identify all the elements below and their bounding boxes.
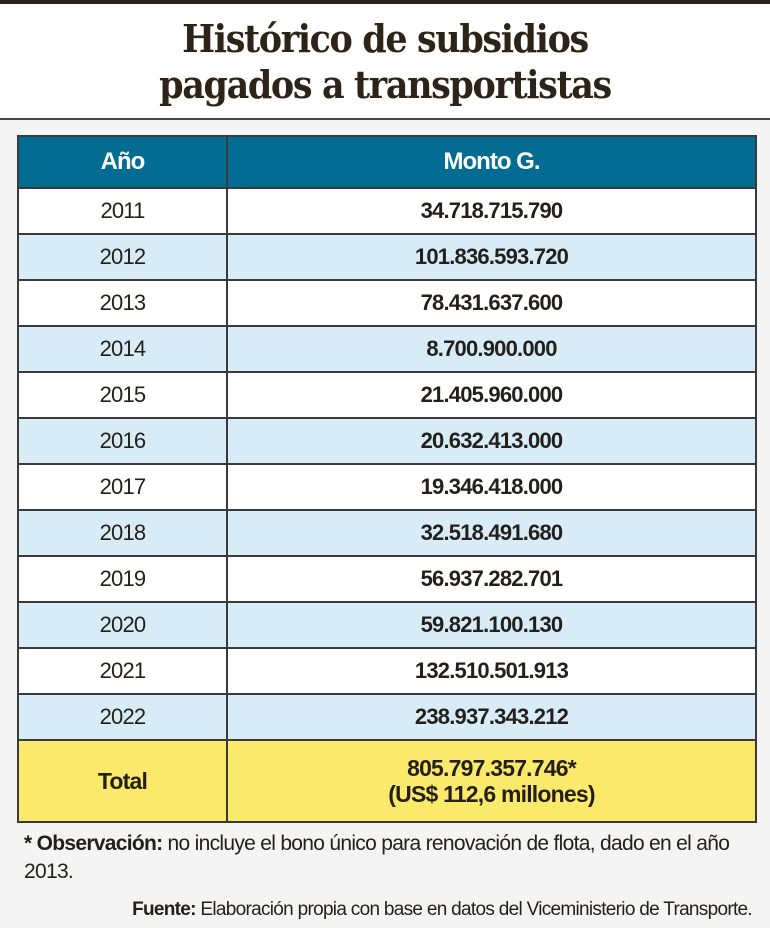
table-row: 2018 32.518.491.680 [17, 509, 757, 557]
amount-cell: 8.700.900.000 [226, 325, 757, 373]
amount-cell: 19.346.418.000 [226, 463, 757, 511]
source-label: Fuente: [132, 899, 196, 920]
amount-cell: 132.510.501.913 [226, 647, 757, 695]
table-row: 2021 132.510.501.913 [17, 647, 757, 695]
total-amount-cell: 805.797.357.746* (US$ 112,6 millones) [226, 739, 757, 823]
title-line-2: pagados a transportistas [159, 62, 612, 107]
total-label: Total [17, 739, 228, 823]
title-block: Histórico de subsidios pagados a transpo… [0, 4, 770, 120]
amount-cell: 34.718.715.790 [226, 187, 757, 235]
year-cell: 2011 [17, 187, 228, 235]
total-usd: (US$ 112,6 millones) [388, 781, 595, 807]
table-row: 2014 8.700.900.000 [17, 325, 757, 373]
table-row: 2020 59.821.100.130 [17, 601, 757, 649]
note-text: no incluye el bono único para renovación… [24, 832, 730, 883]
year-cell: 2022 [17, 693, 228, 741]
total-amount: 805.797.357.746* [407, 755, 577, 781]
observation-note: * Observación: no incluye el bono único … [24, 830, 754, 886]
amount-cell: 238.937.343.212 [226, 693, 757, 741]
table-row: 2022 238.937.343.212 [17, 693, 757, 741]
amount-cell: 21.405.960.000 [226, 371, 757, 419]
title-line-1: Histórico de subsidios [182, 16, 589, 61]
table-row: 2012 101.836.593.720 [17, 233, 757, 281]
table-row: 2019 56.937.282.701 [17, 555, 757, 603]
table-row: 2011 34.718.715.790 [17, 187, 757, 235]
header-amount: Monto G. [226, 135, 757, 189]
note-label: * Observación: [24, 832, 163, 855]
top-rule [0, 0, 770, 4]
total-row: Total 805.797.357.746* (US$ 112,6 millones… [17, 739, 757, 823]
source-note: Fuente: Elaboración propia con base en d… [132, 899, 753, 921]
year-cell: 2015 [17, 371, 228, 419]
table-row: 2015 21.405.960.000 [17, 371, 757, 419]
subsidies-table: Año Monto G. 2011 34.718.715.790 2012 101.8… [17, 135, 757, 823]
year-cell: 2016 [17, 417, 228, 465]
year-cell: 2012 [17, 233, 228, 281]
table-row: 2017 19.346.418.000 [17, 463, 757, 511]
year-cell: 2019 [17, 555, 228, 603]
table-row: 2013 78.431.637.600 [17, 279, 757, 327]
year-cell: 2021 [17, 647, 228, 695]
year-cell: 2018 [17, 509, 228, 557]
year-cell: 2017 [17, 463, 228, 511]
header-year: Año [17, 135, 228, 189]
amount-cell: 32.518.491.680 [226, 509, 757, 557]
amount-cell: 59.821.100.130 [226, 601, 757, 649]
amount-cell: 20.632.413.000 [226, 417, 757, 465]
source-text: Elaboración propia con base en datos del… [195, 899, 752, 920]
amount-cell: 101.836.593.720 [226, 233, 757, 281]
amount-cell: 56.937.282.701 [226, 555, 757, 603]
year-cell: 2020 [17, 601, 228, 649]
table-row: 2016 20.632.413.000 [17, 417, 757, 465]
year-cell: 2013 [17, 279, 228, 327]
year-cell: 2014 [17, 325, 228, 373]
amount-cell: 78.431.637.600 [226, 279, 757, 327]
table-header: Año Monto G. [17, 135, 757, 189]
